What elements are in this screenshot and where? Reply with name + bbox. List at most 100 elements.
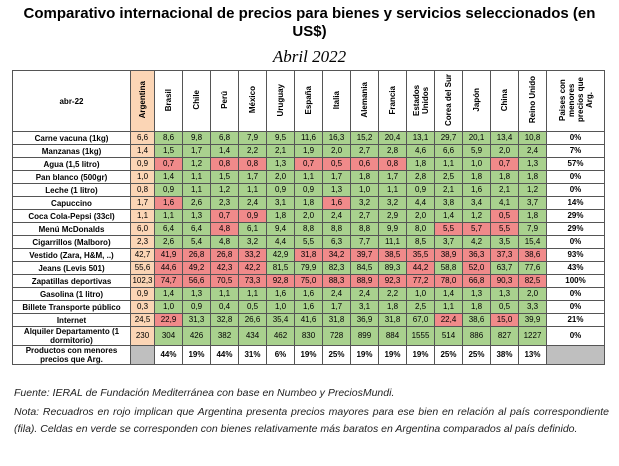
row-label: Carne vacuna (1kg): [12, 131, 131, 145]
price-cell: 1,5: [210, 170, 239, 184]
price-cell: 230: [130, 326, 155, 346]
price-cell: 1,8: [490, 170, 519, 184]
column-header-text: Paises con menores precios que Arg.: [557, 77, 594, 123]
price-cell: 1,0: [350, 183, 379, 197]
footer-cell: 13%: [518, 345, 547, 365]
price-cell: 1,4: [154, 287, 183, 301]
price-cell: 15,0: [490, 313, 519, 327]
price-cell: 1,3: [182, 287, 211, 301]
price-cell: 3,2: [378, 196, 407, 210]
price-cell: 1,4: [130, 144, 155, 158]
column-header-text: Argentina: [138, 81, 147, 119]
price-cell: 13,1: [406, 131, 435, 145]
price-cell: 26,8: [210, 248, 239, 262]
price-cell: 2,1: [490, 183, 519, 197]
price-cell: 5,5: [294, 235, 323, 249]
price-cell: 8,8: [294, 222, 323, 236]
price-cell: 74,7: [154, 274, 183, 288]
price-cell: 0,8: [238, 157, 267, 171]
price-cell: 0,3: [130, 300, 155, 314]
price-table: abr-22 Argentina Brasil Chile Perú México Uru…: [12, 70, 605, 365]
price-cell: 1,0: [154, 300, 183, 314]
price-cell: 1,6: [462, 183, 491, 197]
footer-label: Productos con menores precios que Arg.: [12, 345, 131, 365]
price-cell: 0,9: [238, 209, 267, 223]
footer-row: Productos con menores precios que Arg. 44…: [12, 345, 605, 365]
row: Cigarrillos (Malboro) 2,3 2,6 5,4 4,8 3,2 4,4 5…: [12, 235, 605, 249]
price-cell: 56,6: [182, 274, 211, 288]
price-cell: 0,5: [490, 300, 519, 314]
footer-cell: 38%: [490, 345, 519, 365]
row-label: Internet: [12, 313, 131, 327]
footer-cell: 19%: [378, 345, 407, 365]
price-cell: 1,8: [294, 196, 323, 210]
price-cell: 42,7: [130, 248, 155, 262]
row: Billete Transporte público 0,3 1,0 0,9 0,4 0,…: [12, 300, 605, 314]
row: Jeans (Levis 501) 55,6 44,6 49,2 42,3 42,2 81,…: [12, 261, 605, 275]
price-cell: 22,4: [434, 313, 463, 327]
row: Zapatillas deportivas 102,3 74,7 56,6 70,5 73…: [12, 274, 605, 288]
price-cell: 8,6: [154, 131, 183, 145]
price-cell: 0,7: [294, 157, 323, 171]
price-cell: 92,3: [378, 274, 407, 288]
price-cell: 29,7: [434, 131, 463, 145]
column-header: Perú: [210, 70, 239, 132]
row: Gasolina (1 litro) 0,9 1,4 1,3 1,1 1,1 1,6 1,6 2…: [12, 287, 605, 301]
footer-cell: 25%: [462, 345, 491, 365]
price-cell: 49,2: [182, 261, 211, 275]
column-header: México: [238, 70, 267, 132]
price-cell: 32,8: [210, 313, 239, 327]
price-cell: 1,4: [434, 209, 463, 223]
price-cell: 15,2: [350, 131, 379, 145]
price-cell: 42,9: [266, 248, 295, 262]
column-header-text: Reino Unido: [528, 76, 537, 124]
price-cell: 9,9: [378, 222, 407, 236]
price-cell: 2,6: [182, 196, 211, 210]
price-cell: 2,5: [434, 170, 463, 184]
price-cell: 77,6: [518, 261, 547, 275]
price-cell: 36,3: [462, 248, 491, 262]
price-cell: 2,1: [434, 183, 463, 197]
price-cell: 426: [182, 326, 211, 346]
price-cell: 31,3: [182, 313, 211, 327]
share-cell: 0%: [546, 235, 605, 249]
row: Leche (1 litro) 0,8 0,9 1,1 1,2 1,1 0,9 0,9 1,3 1…: [12, 183, 605, 197]
price-cell: 4,2: [462, 235, 491, 249]
share-cell: 0%: [546, 183, 605, 197]
price-cell: 92,8: [266, 274, 295, 288]
price-cell: 1,8: [518, 170, 547, 184]
price-cell: 4,4: [266, 235, 295, 249]
price-cell: 0,7: [490, 157, 519, 171]
price-cell: 1,1: [294, 170, 323, 184]
price-cell: 73,3: [238, 274, 267, 288]
price-cell: 1,4: [434, 287, 463, 301]
title: Comparativo internacional de precios par…: [23, 5, 596, 40]
price-cell: 827: [490, 326, 519, 346]
price-cell: 434: [238, 326, 267, 346]
column-header: Estados Unidos: [406, 70, 435, 132]
price-cell: 4,4: [406, 196, 435, 210]
price-cell: 1,0: [406, 287, 435, 301]
price-cell: 1,7: [322, 170, 351, 184]
price-cell: 2,0: [406, 209, 435, 223]
column-header-text: Japón: [472, 88, 481, 112]
row: Internet 24,5 22,9 31,3 32,8 26,6 35,4 41,6 31,8…: [12, 313, 605, 327]
price-cell: 2,0: [322, 144, 351, 158]
column-header-text: Perú: [220, 91, 229, 109]
price-cell: 1,7: [378, 170, 407, 184]
row-label: Billete Transporte público: [12, 300, 131, 314]
price-cell: 2,4: [350, 287, 379, 301]
price-cell: 42,2: [238, 261, 267, 275]
price-cell: 3,1: [350, 300, 379, 314]
price-cell: 1,1: [378, 183, 407, 197]
price-cell: 6,6: [130, 131, 155, 145]
price-cell: 20,1: [462, 131, 491, 145]
price-cell: 728: [322, 326, 351, 346]
price-cell: 6,3: [322, 235, 351, 249]
row-label: Coca Cola-Pepsi (33cl): [12, 209, 131, 223]
price-cell: 42,3: [210, 261, 239, 275]
price-cell: 2,0: [266, 170, 295, 184]
price-cell: 5,4: [182, 235, 211, 249]
price-cell: 1555: [406, 326, 435, 346]
row-label: Menú McDonalds: [12, 222, 131, 236]
